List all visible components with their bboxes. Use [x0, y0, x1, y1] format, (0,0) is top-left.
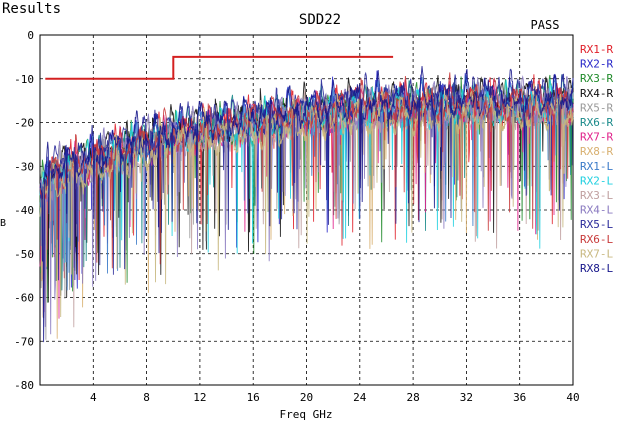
y-tick-label: -70 — [14, 335, 34, 348]
x-tick-label: 40 — [566, 391, 579, 404]
series-trace — [39, 87, 574, 318]
legend-entry: RX7-R — [580, 131, 613, 144]
limit-line-path — [45, 55, 394, 80]
legend-entry: RX3-R — [580, 72, 613, 85]
y-tick-label: 0 — [27, 29, 34, 42]
legend-entry: RX8-L — [580, 262, 613, 275]
y-tick-label: -80 — [14, 379, 34, 392]
y-tick-label: -60 — [14, 292, 34, 305]
legend-entry: RX1-R — [580, 43, 613, 56]
x-tick-label: 16 — [247, 391, 260, 404]
legend-entry: RX2-L — [580, 174, 613, 187]
traces — [39, 66, 574, 343]
x-tick-label: 24 — [353, 391, 367, 404]
series-trace — [39, 84, 574, 328]
legend-entry: RX8-R — [580, 145, 613, 158]
x-tick-label: 32 — [460, 391, 473, 404]
legend-entry: RX4-R — [580, 87, 613, 100]
x-tick-label: 12 — [193, 391, 206, 404]
legend-entry: RX2-R — [580, 58, 613, 71]
y-tick-label: -10 — [14, 73, 34, 86]
legend-entry: RX3-L — [580, 189, 613, 202]
legend-entry: RX5-R — [580, 101, 613, 114]
x-axis-label: Freq GHz — [280, 408, 333, 421]
y-tick-label: -30 — [14, 160, 34, 173]
x-tick-label: 36 — [513, 391, 526, 404]
y-axis-label: dB — [0, 218, 6, 229]
legend-entry: RX1-L — [580, 160, 613, 173]
limit-line — [45, 55, 394, 80]
y-tick-label: -40 — [14, 204, 34, 217]
series-trace — [39, 72, 574, 269]
y-tick-label: -20 — [14, 117, 34, 130]
legend-entry: RX6-R — [580, 116, 613, 129]
legend-entry: RX6-L — [580, 233, 613, 246]
results-heading: Results — [2, 1, 61, 17]
x-tick-label: 28 — [406, 391, 419, 404]
series-trace — [39, 66, 574, 343]
legend-entry: RX7-L — [580, 247, 613, 260]
chart-title: SDD22 — [299, 12, 341, 28]
status-badge: PASS — [531, 18, 560, 32]
x-tick-label: 8 — [143, 391, 150, 404]
legend-entry: RX4-L — [580, 204, 613, 217]
legend-entry: RX5-L — [580, 218, 613, 231]
x-tick-label: 4 — [90, 391, 97, 404]
x-axis: 4 8 12 16 20 24 28 32 36 40 — [90, 391, 580, 404]
y-tick-label: -50 — [14, 248, 34, 261]
x-tick-label: 20 — [300, 391, 313, 404]
y-axis: 0 -10 -20 -30 -40 -50 -60 -70 -80 — [14, 29, 34, 392]
plot-area — [39, 34, 574, 386]
